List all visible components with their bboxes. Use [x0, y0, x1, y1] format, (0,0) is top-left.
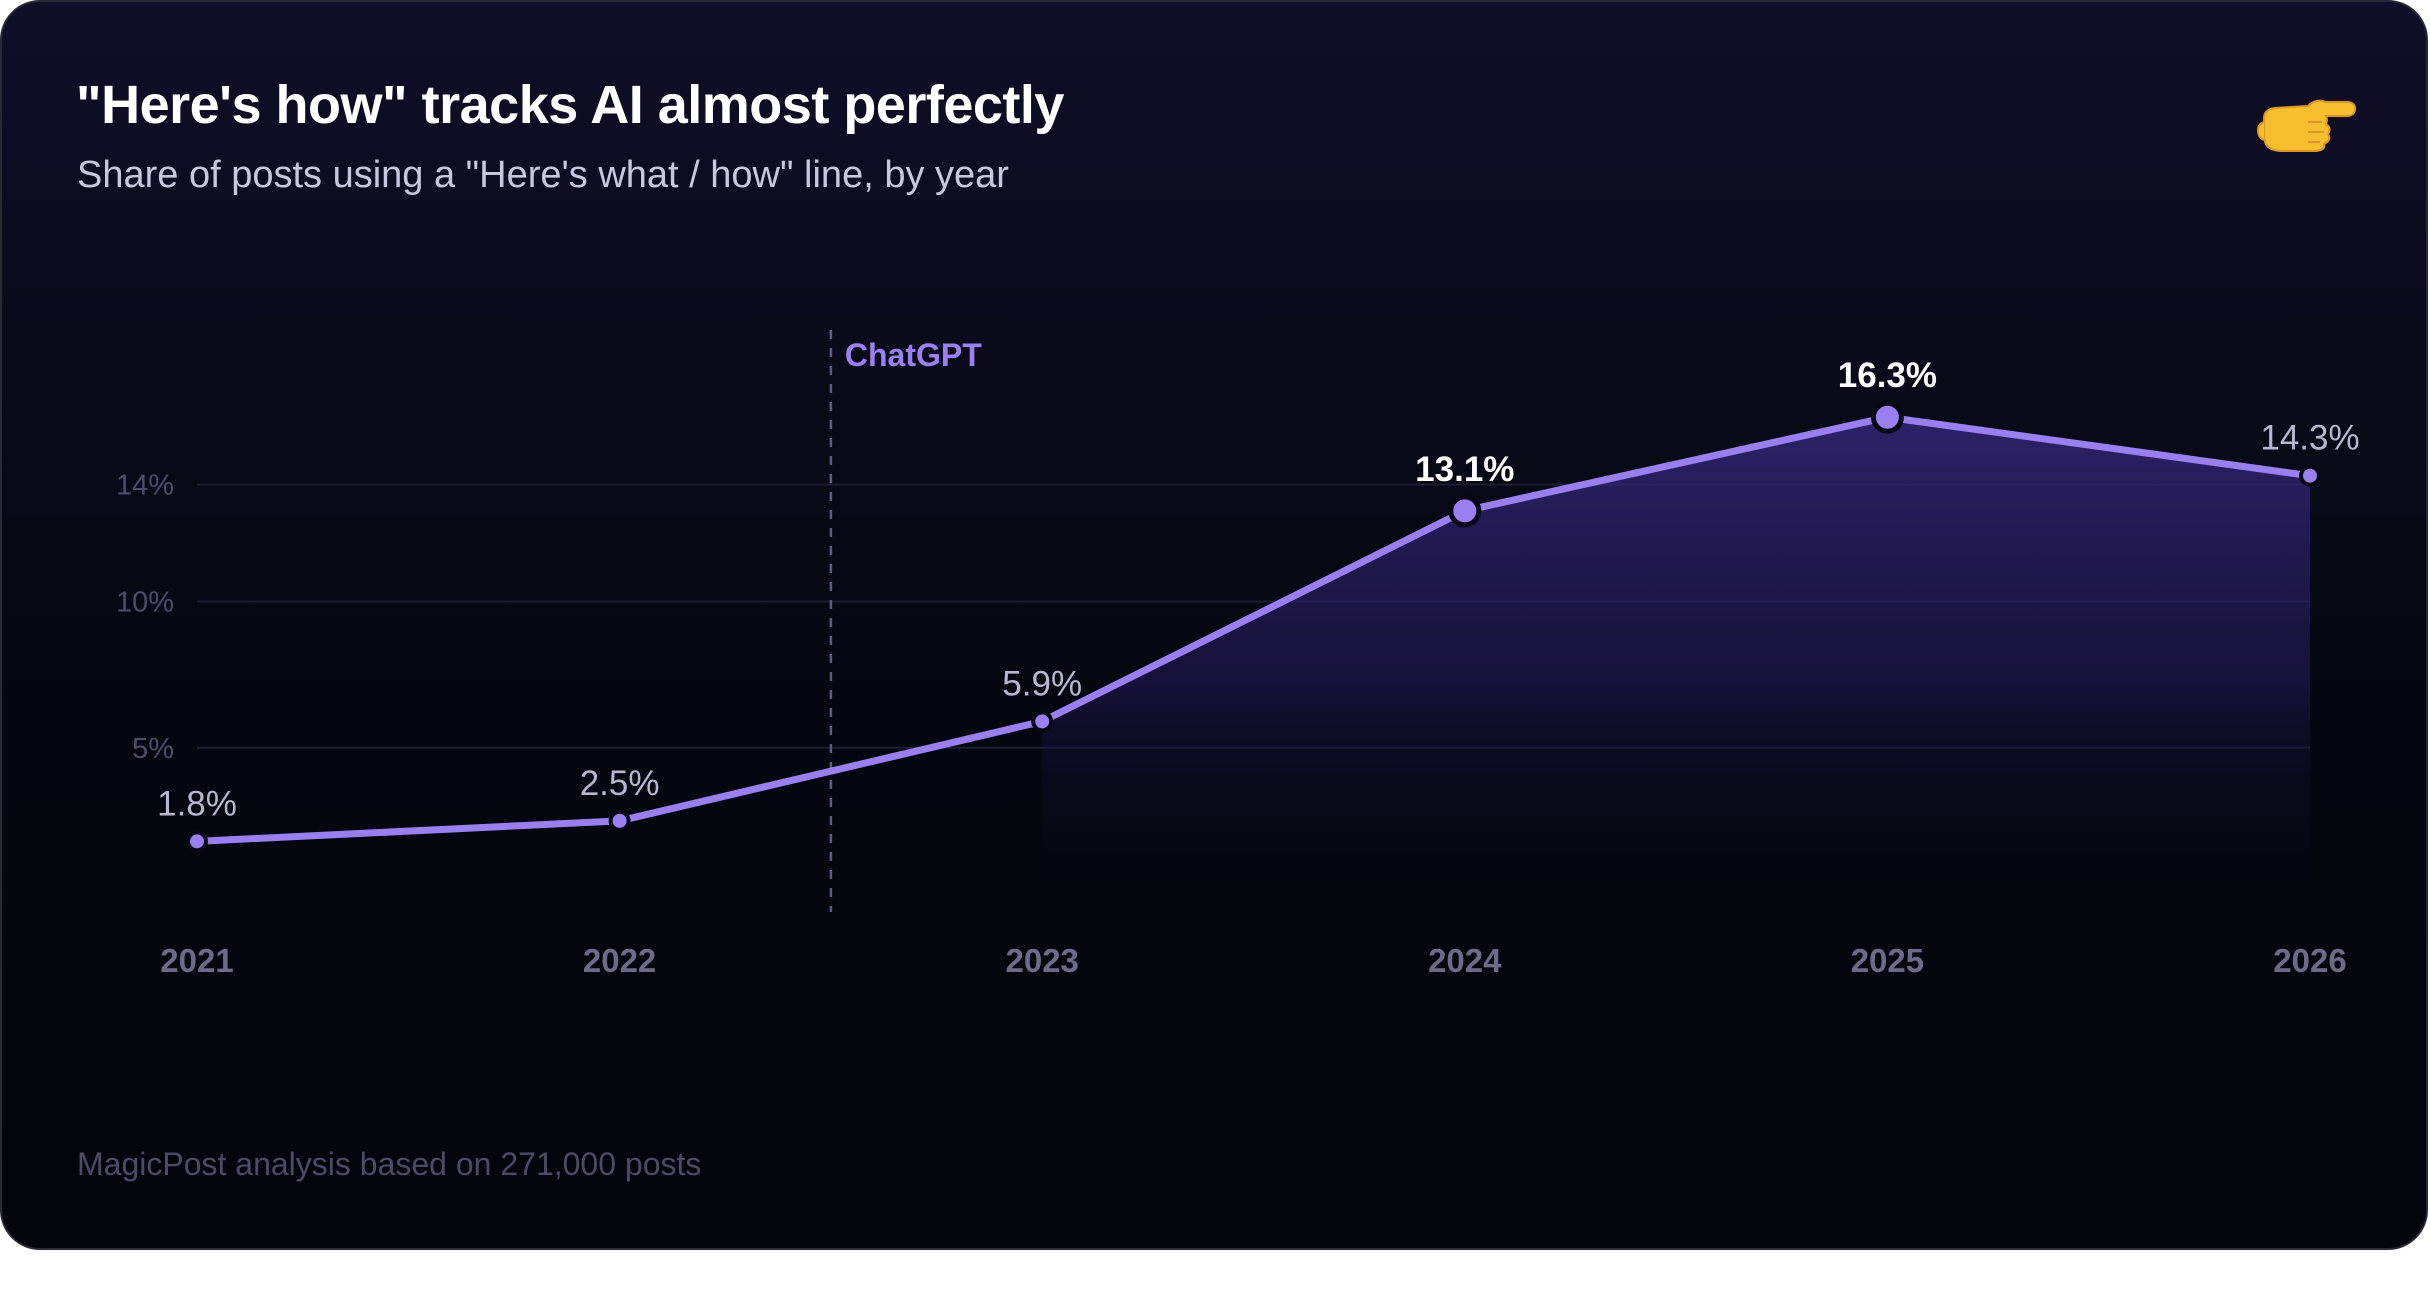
series-line [193, 413, 2314, 845]
data-point [1031, 710, 1054, 733]
pointing-hand-icon [2256, 99, 2356, 152]
area-fill [1042, 417, 2310, 894]
x-tick-label: 2026 [2273, 942, 2346, 979]
data-label: 16.3% [1838, 356, 1937, 395]
data-label: 2.5% [580, 764, 660, 803]
data-point [1870, 400, 1904, 434]
data-label: 13.1% [1415, 450, 1514, 489]
source-note: MagicPost analysis based on 271,000 post… [77, 1146, 702, 1182]
data-label: 5.9% [1002, 664, 1082, 703]
y-tick-label: 5% [132, 733, 174, 765]
x-tick-label: 2024 [1428, 942, 1502, 979]
data-label: 14.3% [2260, 419, 2359, 458]
data-label: 1.8% [157, 784, 237, 823]
x-tick-label: 2022 [583, 942, 656, 979]
x-tick-label: 2025 [1851, 942, 1924, 979]
chart-subtitle: Share of posts using a "Here's what / ho… [77, 154, 1009, 196]
data-point [186, 830, 208, 853]
annotation-label: ChatGPT [845, 337, 982, 373]
x-tick-label: 2021 [160, 942, 233, 979]
line-chart: 5% 10% 14% ChatGPT 1.8% 2.5% 5.9% 13.1% 16.3% 1… [116, 330, 2360, 979]
chart-title: "Here's how" tracks AI almost perfectly [76, 75, 1064, 135]
data-point [608, 809, 631, 832]
y-tick-label: 10% [116, 587, 174, 619]
data-point [2299, 464, 2321, 487]
y-tick-label: 14% [116, 470, 174, 502]
x-tick-label: 2023 [1005, 942, 1078, 979]
data-point [1448, 494, 1482, 528]
chart-card: "Here's how" tracks AI almost perfectly … [0, 0, 2428, 1250]
